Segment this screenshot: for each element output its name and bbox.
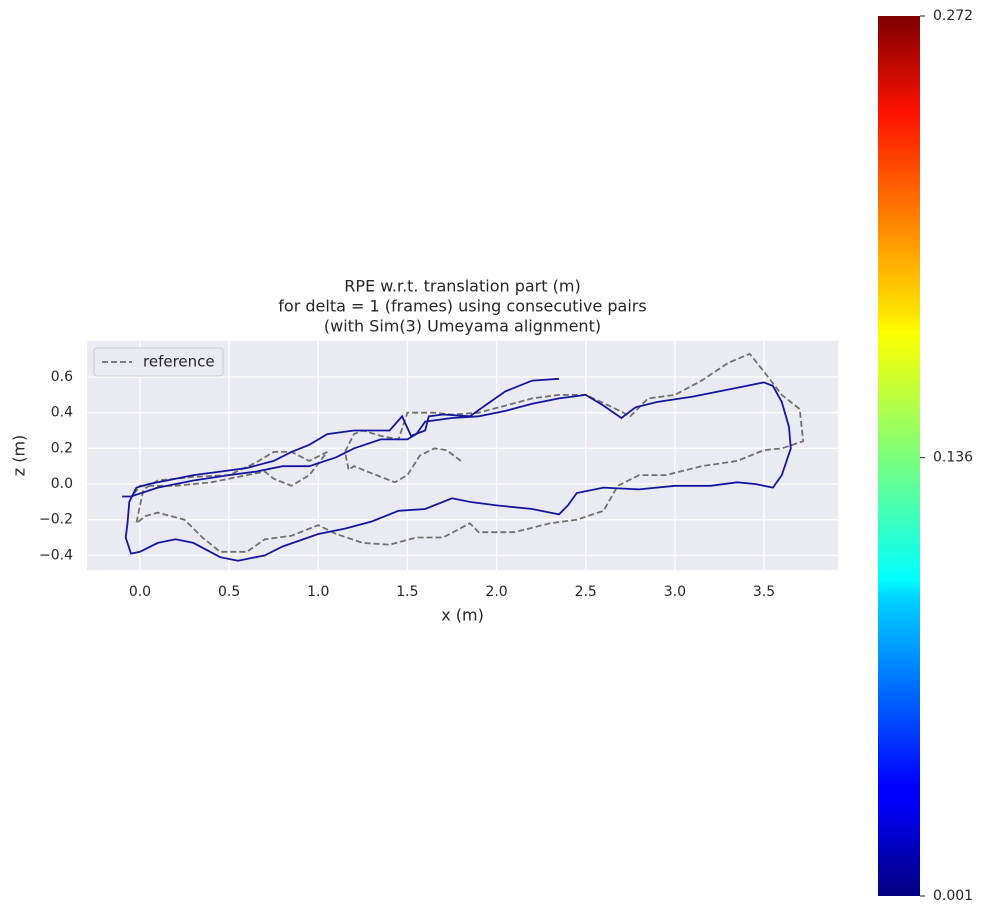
- chart-title: RPE w.r.t. translation part (m): [344, 277, 580, 296]
- y-tick-label: −0.2: [39, 512, 73, 528]
- y-tick-label: 0.2: [51, 440, 73, 456]
- x-tick-label: 3.5: [753, 584, 775, 600]
- trajectory-line: [133, 352, 805, 553]
- colorbar: [878, 16, 920, 896]
- x-tick-label: 0.5: [218, 584, 240, 600]
- x-axis-label: x (m): [441, 606, 484, 625]
- x-tick-label: 1.5: [396, 584, 418, 600]
- x-tick-label: 1.0: [307, 584, 329, 600]
- colorbar-tick-label: 0.136: [933, 450, 973, 466]
- x-tick-label: 0.0: [129, 584, 151, 600]
- y-tick-label: 0.6: [51, 369, 73, 385]
- y-tick-label: 0.0: [51, 476, 73, 492]
- trajectory-line: [122, 377, 792, 562]
- y-tick-label: 0.4: [51, 405, 73, 421]
- chart-title: (with Sim(3) Umeyama alignment): [324, 317, 601, 336]
- x-tick-label: 3.0: [664, 584, 686, 600]
- y-axis-label: z (m): [10, 435, 29, 477]
- x-tick-label: 2.5: [575, 584, 597, 600]
- legend-box: [93, 347, 224, 377]
- colorbar-tick-label: 0.272: [933, 8, 973, 24]
- plot-area: [87, 341, 838, 570]
- y-tick-label: −0.4: [39, 547, 73, 563]
- legend-label: reference: [143, 353, 215, 371]
- colorbar-tick-label: 0.001: [933, 888, 973, 904]
- chart-title: for delta = 1 (frames) using consecutive…: [278, 297, 646, 316]
- x-tick-label: 2.0: [485, 584, 507, 600]
